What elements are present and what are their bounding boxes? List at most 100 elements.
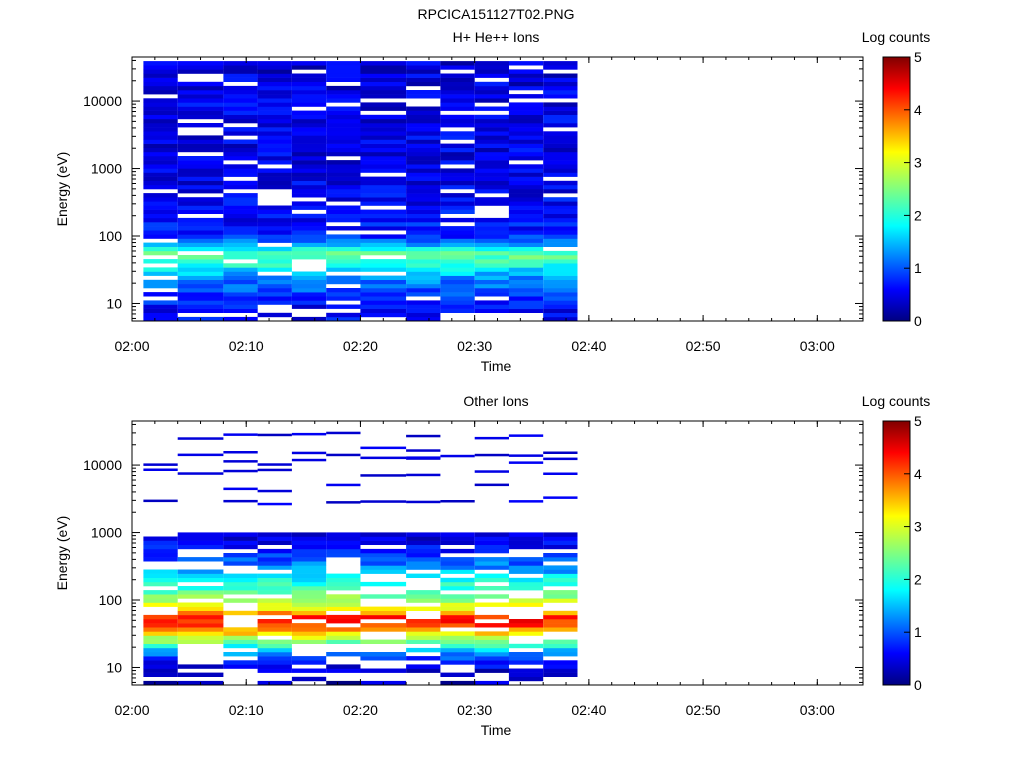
colorbar-tick-label: 5 (914, 413, 922, 429)
heatmap-cell (143, 581, 178, 587)
heatmap-cell (177, 288, 224, 293)
heatmap-cell (474, 226, 509, 231)
heatmap-cell (326, 532, 361, 537)
heatmap-cell (406, 230, 441, 235)
heatmap-cell (291, 451, 327, 455)
heatmap-cell (177, 176, 224, 181)
heatmap-cell (223, 316, 258, 322)
y-tick-label: 1000 (91, 525, 122, 541)
heatmap-cell (406, 656, 441, 661)
heatmap-cell (360, 304, 407, 309)
heatmap-cell (360, 213, 407, 219)
heatmap-cell (177, 81, 224, 87)
heatmap-cell (543, 209, 578, 214)
heatmap-cell (543, 660, 578, 665)
heatmap-cell (360, 500, 407, 503)
heatmap-cell (326, 213, 361, 219)
heatmap-cell (543, 230, 578, 235)
heatmap-cell (440, 557, 475, 562)
heatmap-cell (257, 279, 292, 285)
heatmap-cell (440, 548, 475, 554)
heatmap-cell (326, 106, 361, 111)
heatmap-cell (543, 496, 578, 499)
heatmap-cell (326, 544, 361, 550)
colorbar-gradient (882, 56, 911, 322)
heatmap-cell (360, 123, 407, 128)
heatmap-cell (291, 90, 327, 95)
heatmap-cell (257, 296, 292, 301)
heatmap-cell (508, 151, 544, 157)
heatmap-cell (177, 619, 224, 624)
heatmap-cell (223, 106, 258, 111)
heatmap-cell (177, 238, 224, 243)
x-tick-label: 02:30 (457, 702, 492, 718)
heatmap-cell (543, 250, 578, 256)
heatmap-cell (223, 304, 258, 309)
heatmap-cell (326, 238, 361, 243)
heatmap-cell (406, 73, 441, 78)
heatmap-cell (291, 598, 327, 603)
heatmap-cell (474, 143, 509, 148)
heatmap-cell (440, 300, 475, 305)
heatmap-cell (223, 61, 258, 66)
heatmap-cell (543, 106, 578, 111)
heatmap-cell (440, 263, 475, 268)
heatmap-cell (291, 288, 327, 293)
heatmap-cell (257, 664, 292, 669)
heatmap-cell (326, 267, 361, 272)
heatmap-cell (360, 561, 407, 566)
heatmap-cell (326, 296, 361, 301)
heatmap-cell (440, 680, 475, 686)
heatmap-cell (257, 643, 292, 649)
heatmap-cell (406, 279, 441, 285)
heatmap-cell (143, 164, 178, 169)
heatmap-cell (440, 308, 475, 313)
heatmap-cell (291, 557, 327, 562)
heatmap-cell (257, 548, 292, 554)
heatmap-cell (291, 189, 327, 194)
heatmap-cell (474, 180, 509, 186)
heatmap-cell (223, 581, 258, 587)
x-tick-label: 02:40 (571, 338, 606, 354)
heatmap-cell (543, 226, 578, 231)
heatmap-cell (177, 205, 224, 210)
heatmap-cell (223, 184, 258, 190)
heatmap-cell (543, 102, 578, 107)
heatmap-cell (143, 209, 178, 214)
heatmap-cell (440, 81, 475, 87)
heatmap-cell (291, 316, 327, 322)
heatmap-cell (474, 234, 509, 239)
heatmap-cell (257, 639, 292, 644)
heatmap-cell (257, 610, 292, 616)
heatmap-cell (177, 184, 224, 190)
heatmap-cell (440, 565, 475, 570)
heatmap-cell (143, 197, 178, 202)
heatmap-cell (326, 168, 361, 173)
heatmap-cell (257, 581, 292, 587)
heatmap-cell (257, 267, 292, 272)
heatmap-cell (440, 230, 475, 235)
heatmap-cell (143, 250, 178, 256)
heatmap-cell (508, 598, 544, 603)
heatmap-cell (177, 110, 224, 115)
heatmap-cell (474, 283, 509, 289)
heatmap-cell (474, 275, 509, 280)
heatmap-cell (406, 238, 441, 243)
heatmap-cell (257, 226, 292, 231)
heatmap-cell (326, 147, 361, 153)
heatmap-cell (360, 656, 407, 661)
heatmap-cell (474, 65, 509, 70)
colorbar-tick-label: 4 (914, 102, 922, 118)
heatmap-cell (543, 296, 578, 301)
heatmap-cell (326, 65, 361, 70)
heatmap-cell (440, 275, 475, 280)
heatmap-cell (474, 561, 509, 566)
y-tick-label: 100 (99, 228, 123, 244)
colorbar-tick-label: 4 (914, 466, 922, 482)
heatmap-cell (508, 586, 544, 591)
heatmap-cell (177, 168, 224, 173)
heatmap-cell (508, 271, 544, 276)
heatmap-cell (143, 573, 178, 578)
heatmap-cell (326, 602, 361, 607)
heatmap-cell (543, 300, 578, 305)
